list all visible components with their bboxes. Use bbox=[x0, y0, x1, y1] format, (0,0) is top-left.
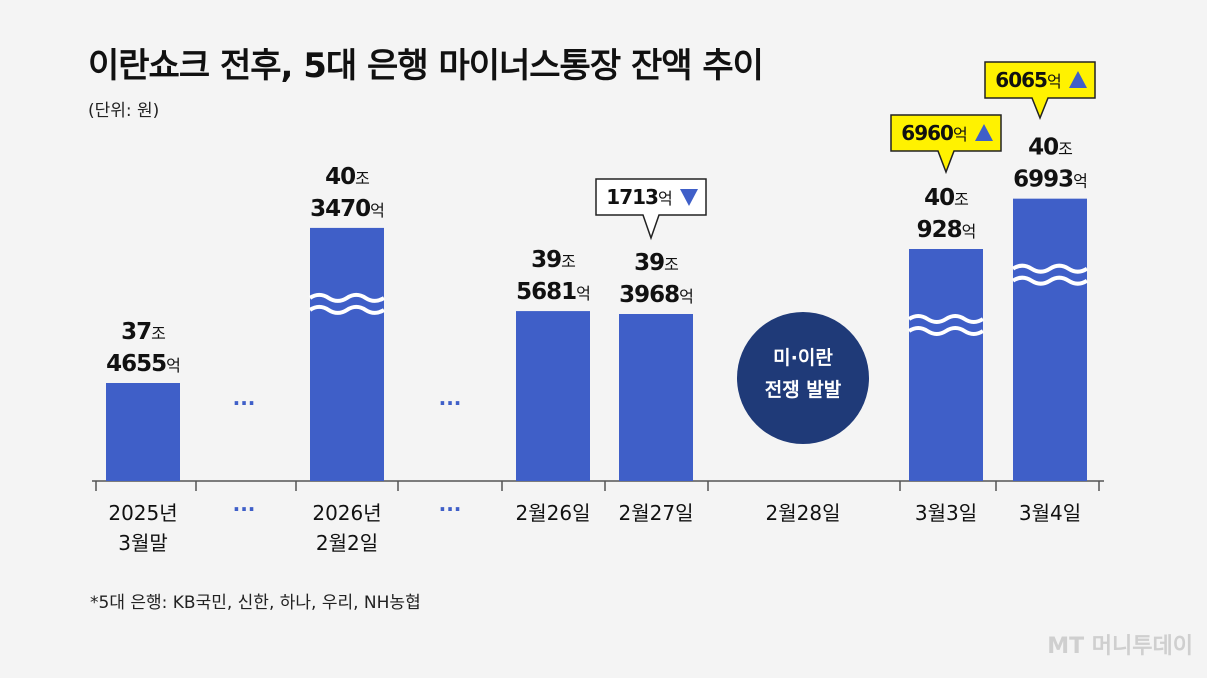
event-label: 미·이란 bbox=[773, 347, 833, 369]
x-tick-label: 3월말 bbox=[118, 531, 168, 555]
data-label-jo: 37조 bbox=[121, 319, 165, 345]
data-label-unit: 조 bbox=[561, 252, 575, 271]
ellipsis-gap: ··· bbox=[439, 391, 462, 415]
event-label: 전쟁 발발 bbox=[765, 379, 842, 401]
down-triangle-icon bbox=[680, 189, 698, 206]
axis-break-wave bbox=[907, 314, 985, 324]
x-tick-label: 3월4일 bbox=[1019, 501, 1081, 525]
data-label-eok: 4655억 bbox=[106, 351, 180, 377]
data-label-unit: 조 bbox=[954, 190, 968, 209]
x-tick-label: 2026년 bbox=[312, 501, 381, 525]
x-tick-label: 2월28일 bbox=[766, 501, 841, 525]
bar bbox=[310, 227, 384, 481]
data-label-unit: 억 bbox=[1073, 172, 1087, 191]
change-value: 1713억 bbox=[606, 185, 671, 209]
bar bbox=[516, 311, 590, 481]
footnote: *5대 은행: KB국민, 신한, 하나, 우리, NH농협 bbox=[90, 593, 421, 613]
x-tick-label: 2025년 bbox=[108, 501, 177, 525]
data-label-unit: 조 bbox=[664, 255, 678, 274]
data-label-jo: 40조 bbox=[1028, 135, 1072, 161]
data-label-eok: 5681억 bbox=[516, 279, 590, 305]
data-label-jo: 40조 bbox=[924, 185, 968, 211]
data-label-eok: 6993억 bbox=[1013, 167, 1087, 193]
publisher-logo: MT 머니투데이 bbox=[1047, 634, 1193, 659]
change-value: 6065억 bbox=[995, 68, 1060, 92]
unit-label: (단위: 원) bbox=[88, 101, 160, 121]
data-label-unit: 조 bbox=[355, 169, 369, 188]
change-callout bbox=[890, 114, 1002, 175]
ellipsis-gap-category: ··· bbox=[233, 497, 256, 521]
change-callout bbox=[984, 61, 1096, 121]
bar bbox=[619, 314, 693, 481]
data-label-unit: 억 bbox=[962, 222, 976, 241]
x-tick-label: 2월27일 bbox=[619, 501, 694, 525]
data-label-jo: 39조 bbox=[531, 247, 575, 273]
axis-break-wave bbox=[1011, 275, 1089, 286]
data-label-eok: 3470억 bbox=[310, 196, 384, 222]
data-label-jo: 39조 bbox=[634, 250, 678, 276]
change-unit: 억 bbox=[658, 189, 672, 208]
data-label-unit: 조 bbox=[1058, 140, 1072, 159]
bar bbox=[1013, 198, 1087, 481]
up-triangle-icon bbox=[975, 124, 993, 141]
data-label-unit: 억 bbox=[370, 201, 384, 220]
bar bbox=[909, 249, 983, 481]
data-label-eok: 3968억 bbox=[619, 282, 693, 308]
data-label-jo: 40조 bbox=[325, 164, 369, 190]
x-tick-label: 3월3일 bbox=[915, 501, 977, 525]
data-label-eok: 928억 bbox=[917, 217, 976, 243]
ellipsis-gap-category: ··· bbox=[439, 497, 462, 521]
change-unit: 억 bbox=[1047, 72, 1061, 91]
change-callout bbox=[595, 178, 707, 241]
x-tick-label: 2월2일 bbox=[316, 531, 378, 555]
event-marker bbox=[737, 312, 869, 444]
data-label-unit: 억 bbox=[166, 356, 180, 375]
axis-break-wave bbox=[308, 304, 386, 315]
up-triangle-icon bbox=[1069, 71, 1087, 88]
data-label-unit: 억 bbox=[679, 287, 693, 306]
x-tick-label: 2월26일 bbox=[516, 501, 591, 525]
ellipsis-gap: ··· bbox=[233, 391, 256, 415]
data-label-unit: 조 bbox=[151, 324, 165, 343]
data-label-unit: 억 bbox=[576, 284, 590, 303]
chart-title: 이란쇼크 전후, 5대 은행 마이너스통장 잔액 추이 bbox=[88, 46, 764, 86]
change-unit: 억 bbox=[953, 125, 967, 144]
axis-break-wave bbox=[907, 326, 985, 336]
axis-break-wave bbox=[1011, 263, 1089, 274]
bar bbox=[106, 383, 180, 481]
change-value: 6960억 bbox=[901, 121, 966, 145]
axis-break-wave bbox=[308, 292, 386, 303]
